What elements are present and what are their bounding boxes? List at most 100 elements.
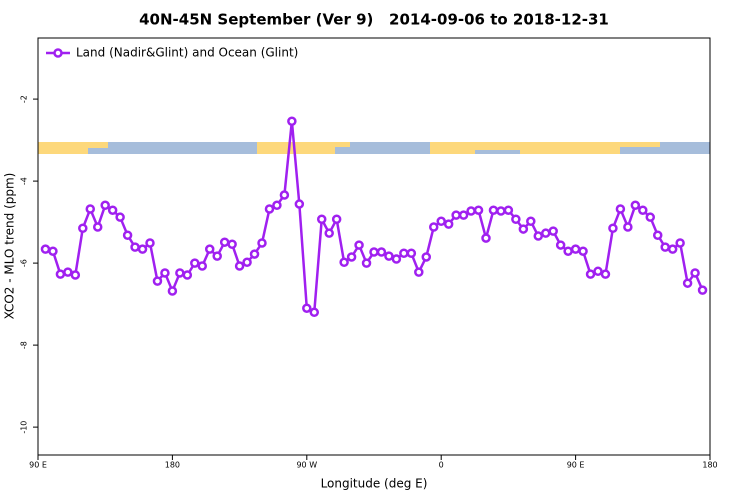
land-ocean-mask [38,142,710,154]
data-point [361,258,372,268]
data-point [518,224,529,234]
data-point [272,200,282,211]
data-point [466,206,476,216]
data-point [346,252,357,262]
data-point [182,270,193,280]
data-point [48,246,58,256]
x-tick-label: 0 [439,461,444,470]
data-point [204,244,215,254]
data-point [369,247,379,257]
data-point [92,222,103,232]
data-point [548,226,558,236]
data-point [55,269,66,279]
data-point [503,205,514,215]
data-point [406,248,417,259]
data-point [324,228,334,238]
data-point [652,230,663,240]
data-point [421,252,432,262]
data-point [473,205,484,215]
data-point [257,238,267,248]
data-point [667,244,678,254]
legend-item: Land (Nadir&Glint) and Ocean (Glint) [46,46,298,60]
legend-label: Land (Nadir&Glint) and Ocean (Glint) [76,46,298,60]
data-point [331,214,342,224]
data-point [339,257,349,268]
chart-title: 40N-45N September (Ver 9) 2014-09-06 to … [139,11,609,29]
data-point [615,204,626,214]
data-point [376,247,387,257]
data-point [578,246,588,256]
data-point [443,219,454,229]
data-point [78,223,88,234]
data-point [294,199,305,209]
data-point [264,204,275,214]
data-point [593,266,603,277]
land-band [88,142,108,148]
land-band [430,142,475,154]
plot-frame [37,37,711,456]
x-tick-label: 90 E [567,461,585,470]
data-point [100,200,110,211]
data-point [167,286,178,296]
data-point [638,205,648,215]
y-tick-label: -10 [20,421,29,434]
data-point [451,210,461,220]
land-band [257,142,335,154]
land-band [475,142,520,150]
data-point [354,240,364,250]
data-point [675,238,685,248]
data-point [555,240,566,250]
data-point [414,267,424,277]
data-point [570,244,581,254]
y-tick-label: -6 [20,259,29,267]
y-tick-label: -8 [20,341,29,349]
data-point [242,257,252,268]
y-axis-label: XCO2 - MLO trend (ppm) [3,173,17,320]
data-point [697,285,708,295]
x-tick-label: 180 [702,461,717,470]
data-point [428,222,439,232]
data-point [540,228,551,238]
data-point [145,238,155,248]
data-point [219,237,230,247]
data-point [496,206,506,216]
data-point [212,251,222,261]
y-tick-label: -4 [20,177,29,185]
data-point [630,200,641,211]
data-point [160,268,170,278]
data-point [488,205,499,215]
data-point [227,239,237,249]
data-point [660,242,670,252]
data-point [234,261,245,271]
data-point [526,216,536,227]
data-point [107,205,118,215]
data-point [623,222,633,232]
data-point [63,267,73,277]
data-point [130,242,140,252]
data-point [197,261,208,271]
data-point [384,251,394,261]
data-point [175,268,185,278]
data-point [70,270,81,280]
data-point [316,214,327,224]
data-point [40,244,51,254]
data-point [287,116,297,126]
data-point [190,258,200,268]
data-point [511,214,521,224]
data-point [399,248,409,259]
data-point [645,212,656,222]
data-point [436,216,446,227]
data-point [481,233,491,243]
data-point [85,204,96,214]
x-tick-label: 90 W [296,461,317,470]
data-point [302,303,312,313]
data-point [391,254,402,264]
data-point [585,269,596,279]
data-point [458,210,469,220]
data-point [682,278,693,288]
data-point [608,223,618,234]
data-point [309,307,320,318]
x-tick-label: 180 [165,461,180,470]
land-band [520,142,620,154]
